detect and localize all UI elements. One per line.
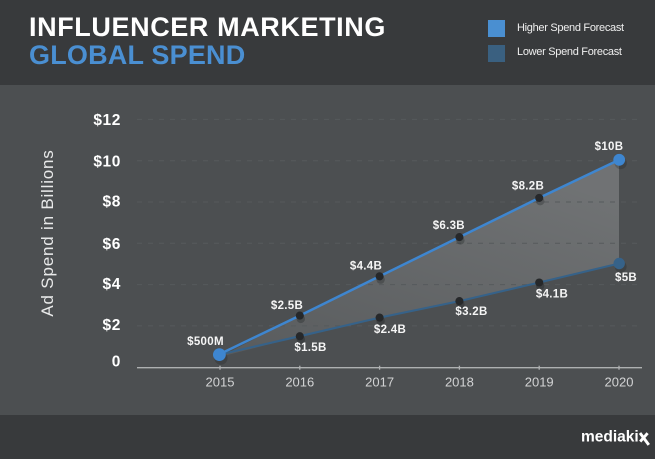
svg-text:Ad Spend in Billions: Ad Spend in Billions	[38, 149, 57, 316]
svg-text:$10B: $10B	[595, 141, 624, 153]
svg-text:2016: 2016	[285, 375, 314, 390]
svg-text:$8: $8	[103, 193, 121, 210]
svg-text:$8.2B: $8.2B	[512, 181, 544, 193]
svg-text:$12: $12	[93, 112, 121, 129]
svg-text:$4.1B: $4.1B	[536, 288, 568, 300]
svg-text:$10: $10	[93, 153, 121, 170]
svg-text:2017: 2017	[365, 375, 394, 390]
svg-text:$5B: $5B	[615, 272, 637, 284]
svg-text:$2.5B: $2.5B	[271, 300, 303, 312]
svg-text:$3.2B: $3.2B	[455, 306, 487, 318]
svg-text:$4.4B: $4.4B	[350, 261, 382, 273]
svg-text:0: 0	[112, 354, 121, 371]
svg-text:2015: 2015	[206, 375, 235, 390]
svg-text:2020: 2020	[605, 375, 634, 390]
svg-text:$1.5B: $1.5B	[294, 342, 326, 354]
svg-text:$6: $6	[103, 236, 121, 253]
svg-text:2018: 2018	[445, 375, 474, 390]
svg-text:mediaki: mediaki	[581, 429, 639, 446]
svg-text:$2: $2	[103, 317, 121, 334]
svg-text:$6.3B: $6.3B	[433, 220, 465, 232]
svg-text:$2.4B: $2.4B	[374, 324, 406, 336]
svg-text:$4: $4	[103, 276, 121, 293]
svg-text:2019: 2019	[525, 375, 554, 390]
svg-text:$500M: $500M	[187, 336, 224, 348]
